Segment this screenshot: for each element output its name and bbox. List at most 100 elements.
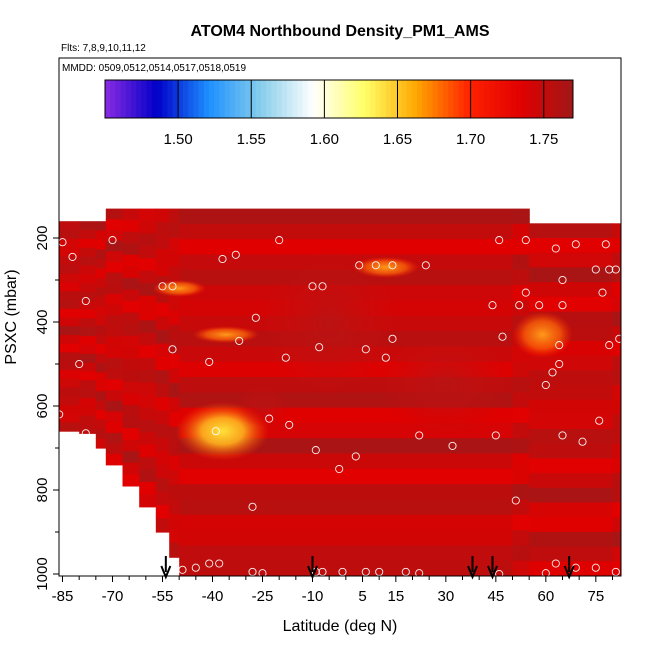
heatmap-cell	[79, 353, 97, 364]
x-tick-label: 30	[437, 588, 454, 605]
heatmap-cell	[95, 429, 107, 440]
heatmap-cell	[529, 517, 614, 533]
heatmap-cell	[105, 336, 124, 348]
heatmap-cell	[139, 332, 157, 346]
heatmap-cell	[179, 208, 514, 225]
sample-point	[381, 353, 390, 362]
sample-point	[615, 334, 621, 343]
sample-point	[81, 429, 90, 438]
heatmap-cell	[612, 487, 621, 504]
sample-point	[205, 559, 214, 568]
heatmap-cell	[139, 407, 157, 421]
arrow-head	[487, 565, 498, 580]
sample-point	[81, 296, 90, 306]
heatmap-cell	[59, 282, 80, 292]
sample-point	[571, 240, 580, 249]
sample-point	[59, 238, 67, 247]
heatmap-cell	[79, 336, 97, 346]
arrow-head	[160, 565, 172, 580]
heatmap-cell	[59, 326, 80, 336]
colorbar-strip	[172, 80, 179, 118]
heatmap-cell	[105, 358, 124, 370]
heatmap-cell	[169, 339, 180, 355]
colorbar-strip	[448, 80, 454, 118]
heatmap-cell	[105, 315, 124, 327]
heatmap-cell	[512, 453, 530, 470]
heatmap-cell	[79, 230, 97, 240]
heatmap-cell	[122, 358, 140, 371]
heatmap-cell	[529, 238, 614, 254]
colorbar-strip	[177, 80, 184, 118]
heatmap-cell	[155, 356, 170, 371]
colorbar-strip	[261, 80, 267, 118]
colorbar-strip	[235, 80, 241, 118]
heatmap-cell	[79, 344, 97, 355]
heatmap-cell	[179, 514, 514, 531]
heatmap-cell	[155, 249, 170, 264]
colorbar-strip	[562, 80, 569, 118]
heatmap-cell	[95, 230, 107, 241]
heatmap-cell	[529, 531, 614, 548]
heatmap-cell	[105, 326, 124, 338]
heatmap-cell	[512, 223, 530, 240]
heatmap-cell	[529, 399, 614, 415]
dates-subtitle: MMDD: 0509,0512,0514,0517,0518,0519	[62, 63, 246, 74]
sample-point	[421, 261, 430, 270]
colorbar-strip	[422, 80, 428, 118]
heatmap-cell	[105, 304, 124, 316]
heatmap-cell	[139, 345, 157, 359]
heatmap-cell	[169, 382, 180, 398]
heatmap-cell	[529, 473, 614, 489]
sample-point	[488, 301, 497, 310]
colorbar-strip	[479, 80, 485, 118]
heatmap-cell	[529, 267, 614, 283]
sample-point	[235, 336, 244, 345]
heatmap-cell	[139, 419, 157, 433]
colorbar-strip	[167, 80, 173, 118]
heatmap-cell	[59, 352, 80, 362]
heatmap-cell	[105, 422, 124, 434]
heatmap-cell	[155, 505, 170, 520]
heatmap-cell	[95, 334, 107, 345]
heatmap-cell	[79, 371, 97, 381]
heatmap-feature	[379, 334, 513, 436]
heatmap-cell	[155, 478, 170, 493]
heatmap-cell	[139, 245, 157, 259]
sample-point	[75, 359, 84, 369]
y-tick-label: 800	[34, 477, 51, 502]
colorbar-strip	[333, 80, 340, 118]
heatmap-cell	[612, 340, 621, 357]
heatmap-cell	[79, 424, 97, 434]
heatmap-cell	[612, 223, 621, 239]
heatmap-cell	[512, 407, 530, 424]
sample-point	[248, 502, 257, 511]
colorbar-strip	[245, 80, 251, 118]
sample-point	[491, 431, 500, 440]
colorbar-strip	[521, 80, 527, 118]
heatmap-cell	[512, 285, 530, 301]
colorbar-strip	[432, 80, 439, 118]
colorbar-strip	[157, 80, 163, 118]
sample-point	[541, 380, 550, 390]
heatmap-cell	[155, 424, 170, 439]
heatmap-cell	[169, 266, 180, 282]
heatmap-cell	[95, 381, 107, 392]
colorbar-strip	[484, 80, 491, 118]
sample-point	[591, 563, 600, 572]
heatmap-feature	[512, 311, 573, 358]
heatmap-cell	[122, 370, 140, 383]
heatmap-cell	[612, 399, 621, 415]
heatmap-cell	[179, 239, 514, 256]
heatmap-cell	[59, 361, 80, 371]
heatmap-cell	[529, 414, 614, 430]
colorbar-strip	[359, 80, 366, 118]
sample-point	[578, 437, 587, 446]
heatmap-cell	[59, 238, 80, 248]
colorbar-strip	[469, 80, 475, 118]
colorbar-strip	[318, 80, 324, 118]
sample-point	[611, 265, 620, 274]
heatmap-cell	[139, 432, 157, 446]
colorbar-tick-label: 1.60	[310, 131, 339, 148]
x-tick-label: -25	[252, 588, 274, 605]
heatmap-cell	[59, 221, 80, 231]
